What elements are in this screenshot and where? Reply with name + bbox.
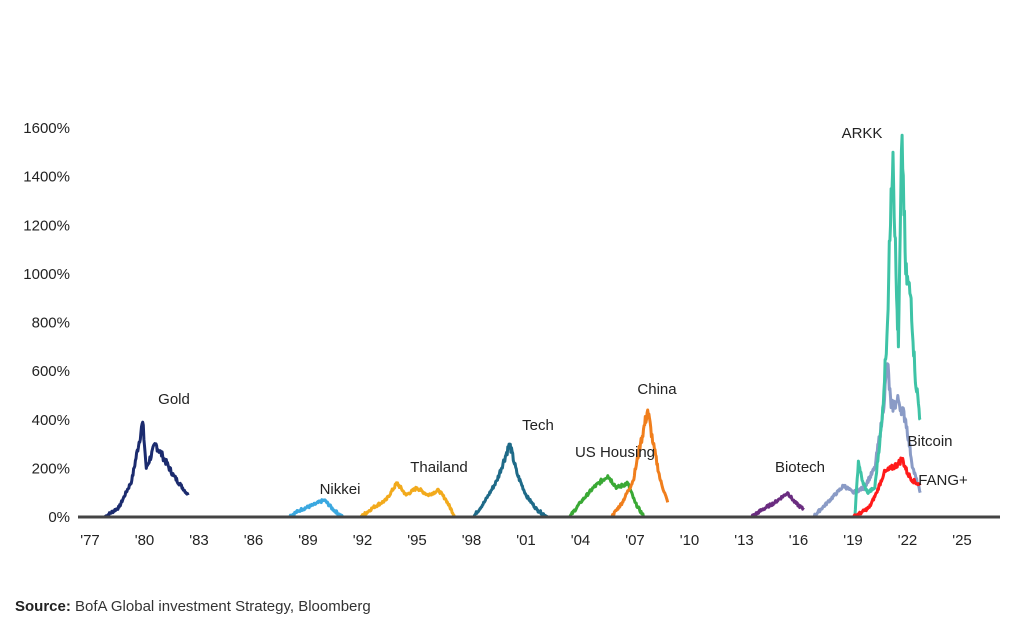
series-label: FANG+ xyxy=(918,472,968,489)
y-tick-label: 1600% xyxy=(23,120,70,137)
source-note: Source: BofA Global investment Strategy,… xyxy=(15,598,371,615)
series-label: Thailand xyxy=(410,459,468,476)
series-lines xyxy=(103,133,922,519)
y-tick-label: 0% xyxy=(48,509,70,526)
x-tick-label: '98 xyxy=(462,532,482,549)
series-line-us-housing xyxy=(568,474,645,519)
series-line-biotech xyxy=(750,491,805,519)
x-tick-label: '04 xyxy=(571,532,591,549)
x-tick-label: '77 xyxy=(80,532,100,549)
x-tick-label: '01 xyxy=(516,532,536,549)
y-tick-label: 1400% xyxy=(23,169,70,186)
series-line-arkk xyxy=(812,362,922,519)
x-tick-label: '16 xyxy=(789,532,809,549)
x-axis-ticks: '77 '80 '83 '86 '89 '92 '95 '98 '01 '04 '07 '10 '13 '… xyxy=(80,532,972,549)
x-tick-label: '89 xyxy=(298,532,318,549)
y-tick-label: 400% xyxy=(32,412,70,429)
x-tick-label: '10 xyxy=(680,532,700,549)
series-label: Tech xyxy=(522,417,554,434)
source-label: Source: xyxy=(15,598,71,615)
series-line-thailand xyxy=(359,481,456,519)
x-tick-label: '19 xyxy=(843,532,863,549)
series-line-nikkei xyxy=(287,498,344,519)
series-labels: Gold Nikkei Thailand Tech US Housing China Bio… xyxy=(158,125,968,498)
series-label: US Housing xyxy=(575,444,655,461)
y-tick-label: 200% xyxy=(32,460,70,477)
y-tick-label: 800% xyxy=(32,315,70,332)
x-tick-label: '25 xyxy=(952,532,972,549)
series-label: Gold xyxy=(158,391,190,408)
x-tick-label: '83 xyxy=(189,532,209,549)
y-tick-label: 1000% xyxy=(23,266,70,283)
y-tick-label: 1200% xyxy=(23,217,70,234)
y-tick-label: 600% xyxy=(32,363,70,380)
series-line-bitcoin xyxy=(853,133,922,518)
series-label: Nikkei xyxy=(320,481,361,498)
series-line-tech xyxy=(472,442,549,519)
x-tick-label: '95 xyxy=(407,532,427,549)
x-tick-label: '92 xyxy=(353,532,373,549)
y-axis-ticks: 0% 200% 400% 600% 800% 1000% 1200% 1400% 1600% xyxy=(23,120,70,526)
x-tick-label: '86 xyxy=(244,532,264,549)
source-text: BofA Global investment Strategy, Bloombe… xyxy=(71,598,371,615)
series-label: ARKK xyxy=(842,125,883,142)
series-label: China xyxy=(637,381,677,398)
series-line-gold xyxy=(103,420,190,519)
series-label: Biotech xyxy=(775,459,825,476)
x-tick-label: '07 xyxy=(625,532,645,549)
x-tick-label: '80 xyxy=(135,532,155,549)
series-line-fang- xyxy=(852,456,922,519)
series-line-china xyxy=(610,408,670,519)
x-tick-label: '13 xyxy=(734,532,754,549)
x-tick-label: '22 xyxy=(898,532,918,549)
series-label: Bitcoin xyxy=(907,433,952,450)
